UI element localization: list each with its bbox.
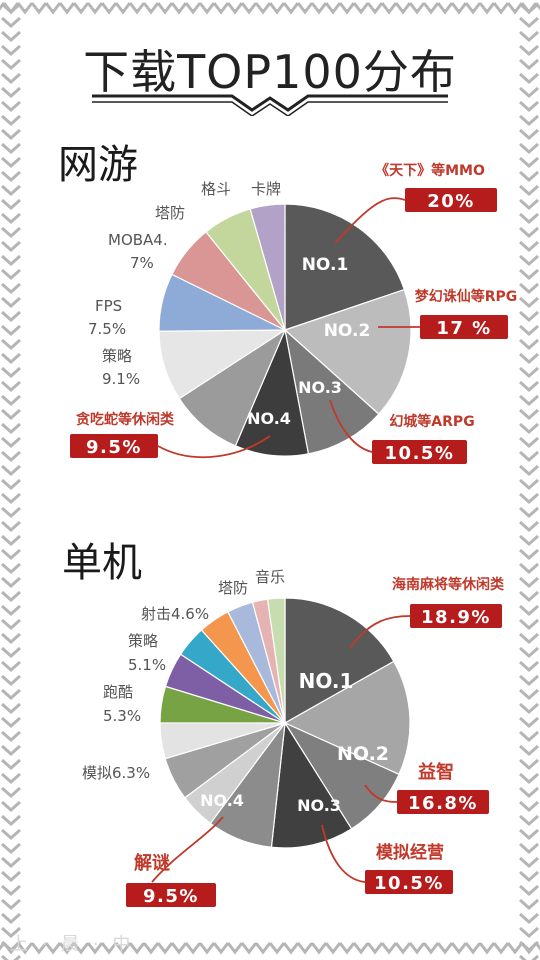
slice-label-rpg: 梦幻诛仙等RPG [415, 288, 518, 305]
slice-label-puzzle: 益智 [418, 761, 454, 783]
leader-line-mahjong [349, 615, 411, 649]
value-box-casual: 9.5% [70, 434, 158, 458]
rank-label-no3: NO.3 [297, 796, 341, 815]
pie-slice-14 [266, 597, 286, 724]
value-box-arpg: 10.5% [372, 440, 467, 464]
value-box-mahjong: 18.9% [410, 604, 502, 628]
slice-label-sim-business: 模拟经营 [376, 842, 444, 863]
value-box-puzzle: 16.8% [397, 790, 489, 814]
pie-slice-3 [270, 721, 353, 849]
slice-label-mmo: 《天下》等MMO [375, 162, 485, 179]
zigzag-border-left [1, 0, 21, 960]
page-title: 下载TOP100分布 [83, 45, 457, 99]
rank-label-no4: NO.4 [247, 409, 291, 428]
slice-label-strategy: 策略 [128, 632, 158, 650]
slice-value-fps: 7.5% [88, 320, 126, 338]
rank-label-no2: NO.2 [337, 743, 389, 765]
pie-slice-10 [249, 203, 286, 331]
slice-label-mahjong: 海南麻将等休闲类 [392, 576, 505, 593]
title-underline-decoration [92, 94, 448, 116]
slice-value-strategy: 9.1% [102, 370, 140, 388]
rank-label-no1: NO.1 [302, 255, 349, 275]
svg-text:20%: 20% [427, 191, 475, 212]
leader-line-riddle [151, 816, 224, 883]
pie-slice-1 [283, 288, 412, 415]
rank-label-no1: NO.1 [299, 669, 354, 693]
slice-label-arpg: 幻城等ARPG [389, 413, 474, 430]
rank-label-no2: NO.2 [324, 321, 371, 341]
value-box-rpg: 17 % [420, 315, 508, 339]
svg-text:17 %: 17 % [436, 318, 491, 339]
value-box-sim-business: 10.5% [365, 870, 453, 894]
zigzag-border-bottom [0, 942, 540, 955]
svg-text:9.5%: 9.5% [143, 886, 199, 907]
leader-line-casual [157, 435, 271, 459]
rank-label-no3: NO.3 [298, 378, 342, 397]
rank-label-no4: NO.4 [200, 791, 244, 810]
value-box-mmo: 20% [405, 188, 497, 212]
slice-label-fighting: 格斗 [201, 180, 231, 198]
svg-text:9.5%: 9.5% [86, 437, 142, 458]
section-title-online: 网游 [58, 142, 138, 188]
slice-label-riddle: 解谜 [134, 852, 171, 874]
slice-value-moba: 7% [130, 254, 154, 272]
slice-label-simulation: 模拟6.3% [82, 764, 150, 782]
leader-line-puzzle [364, 784, 398, 803]
leader-line-mmo [334, 197, 406, 244]
slice-label-moba: MOBA4. [108, 231, 168, 249]
slice-label-parkour: 跑酷 [103, 683, 133, 701]
section-title-standalone: 单机 [62, 540, 142, 586]
zigzag-border-right [519, 0, 539, 960]
svg-text:10.5%: 10.5% [385, 443, 455, 464]
slice-value-strategy: 5.1% [128, 656, 166, 674]
value-box-riddle: 9.5% [126, 883, 216, 907]
leader-line-sim-business [321, 824, 366, 883]
slice-label-tower-defense: 塔防 [155, 204, 185, 222]
slice-label-music: 音乐 [255, 568, 285, 586]
pie-slice-2 [284, 328, 380, 455]
slice-label-fps: FPS [95, 297, 122, 315]
zigzag-border-top [0, 2, 540, 15]
svg-text:18.9%: 18.9% [421, 607, 491, 628]
standalone-games-pie-chart: NO.1 NO.2 NO.3 NO.4 海南麻将等休闲类 18.9% 益智 16.8% 模拟经营… [82, 568, 505, 907]
svg-text:10.5%: 10.5% [374, 873, 444, 894]
online-games-pie-chart: NO.1 NO.2 NO.3 NO.4 《天下》等MMO 20% 梦幻诛仙等RPG 17 % 幻… [70, 162, 518, 464]
slice-label-card: 卡牌 [251, 180, 281, 198]
watermark: 上 · 晨 · 中 [10, 934, 135, 955]
pie-slice-1 [283, 660, 411, 776]
pie-slice-0 [284, 203, 406, 331]
svg-text:16.8%: 16.8% [408, 793, 478, 814]
slice-value-parkour: 5.3% [103, 707, 141, 725]
slice-label-strategy: 策略 [102, 347, 132, 365]
slice-label-tower-defense: 塔防 [218, 579, 248, 597]
leader-line-arpg [329, 399, 373, 453]
slice-label-shooting: 射击4.6% [141, 605, 209, 623]
slice-label-casual: 贪吃蛇等休闲类 [75, 411, 175, 428]
